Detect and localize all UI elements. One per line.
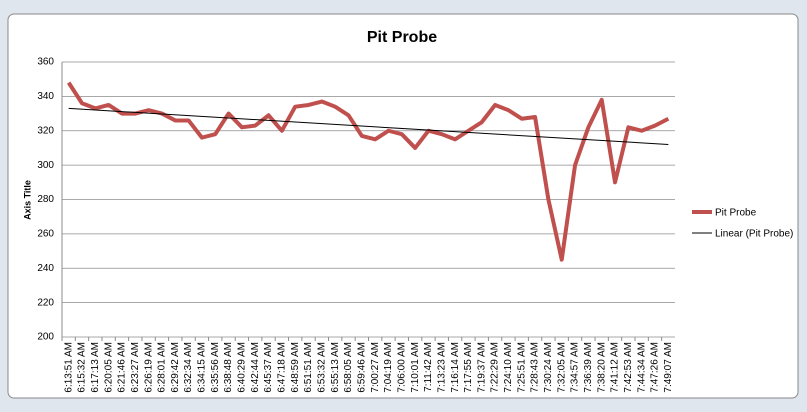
x-tick-label: 6:58:05 AM: [343, 342, 354, 393]
y-axis-title: Axis Title: [22, 180, 32, 220]
x-tick-label: 6:34:15 AM: [197, 342, 208, 393]
x-tick-label: 6:21:46 AM: [117, 342, 128, 393]
y-tick-label: 300: [37, 160, 54, 171]
x-tick-label: 7:13:23 AM: [436, 342, 447, 393]
x-tick-label: 6:55:13 AM: [330, 342, 341, 393]
y-tick-label: 320: [37, 125, 54, 136]
x-tick-label: 7:25:51 AM: [516, 342, 527, 393]
y-tick-label: 200: [37, 332, 54, 343]
x-tick-label: 7:17:55 AM: [463, 342, 474, 393]
x-tick-label: 6:47:18 AM: [277, 342, 288, 393]
x-tick-label: 6:15:32 AM: [77, 342, 88, 393]
x-tick-label: 7:42:53 AM: [623, 342, 634, 393]
x-tick-label: 7:10:01 AM: [410, 342, 421, 393]
x-tick-label: 7:41:12 AM: [610, 342, 621, 393]
x-tick-label: 6:42:44 AM: [250, 342, 261, 393]
x-tick-label: 6:51:51 AM: [303, 342, 314, 393]
y-tick-label: 280: [37, 194, 54, 205]
y-tick-label: 360: [37, 57, 54, 68]
y-tick-label: 260: [37, 229, 54, 240]
x-tick-label: 6:48:59 AM: [290, 342, 301, 393]
chart-area: [7, 13, 799, 399]
x-tick-label: 6:38:48 AM: [223, 342, 234, 393]
x-tick-label: 7:28:43 AM: [530, 342, 541, 393]
x-tick-label: 7:49:07 AM: [663, 342, 674, 393]
trendline: [68, 107, 669, 145]
x-tick-label: 7:19:37 AM: [476, 342, 487, 393]
x-tick-label: 7:30:24 AM: [543, 342, 554, 393]
y-tick-label: 340: [37, 91, 54, 102]
x-tick-label: 6:45:37 AM: [263, 342, 274, 393]
x-tick-label: 7:24:10 AM: [503, 342, 514, 393]
x-tick-label: 6:29:42 AM: [170, 342, 181, 393]
x-tick-label: 7:38:20 AM: [596, 342, 607, 393]
x-tick-label: 7:04:19 AM: [383, 342, 394, 393]
x-tick-label: 7:00:27 AM: [370, 342, 381, 393]
x-tick-label: 6:28:01 AM: [157, 342, 168, 393]
x-tick-label: 6:26:19 AM: [143, 342, 154, 393]
x-tick-label: 6:32:34 AM: [183, 342, 194, 393]
legend-label: Pit Probe: [715, 208, 757, 219]
x-tick-label: 6:20:05 AM: [103, 342, 114, 393]
x-tick-label: 7:36:39 AM: [583, 342, 594, 393]
series-line: [66, 81, 670, 262]
x-tick-label: 7:32:05 AM: [556, 342, 567, 393]
x-tick-label: 6:17:13 AM: [90, 342, 101, 393]
x-tick-label: 7:47:26 AM: [650, 342, 661, 393]
x-tick-label: 7:16:14 AM: [450, 342, 461, 393]
x-tick-label: 7:06:00 AM: [396, 342, 407, 393]
x-tick-label: 6:35:56 AM: [210, 342, 221, 393]
x-tick-label: 7:22:29 AM: [490, 342, 501, 393]
y-tick-label: 240: [37, 263, 54, 274]
chart-title: Pit Probe: [367, 29, 437, 46]
x-tick-label: 7:44:34 AM: [636, 342, 647, 393]
x-tick-label: 6:23:27 AM: [130, 342, 141, 393]
y-tick-label: 220: [37, 297, 54, 308]
x-tick-label: 6:13:51 AM: [63, 342, 74, 393]
legend-label: Linear (Pit Probe): [715, 229, 793, 240]
x-tick-label: 6:53:32 AM: [316, 342, 327, 393]
x-tick-label: 6:40:29 AM: [237, 342, 248, 393]
x-tick-label: 7:34:57 AM: [570, 342, 581, 393]
x-tick-label: 7:11:42 AM: [423, 342, 434, 392]
x-tick-label: 6:59:46 AM: [356, 342, 367, 393]
